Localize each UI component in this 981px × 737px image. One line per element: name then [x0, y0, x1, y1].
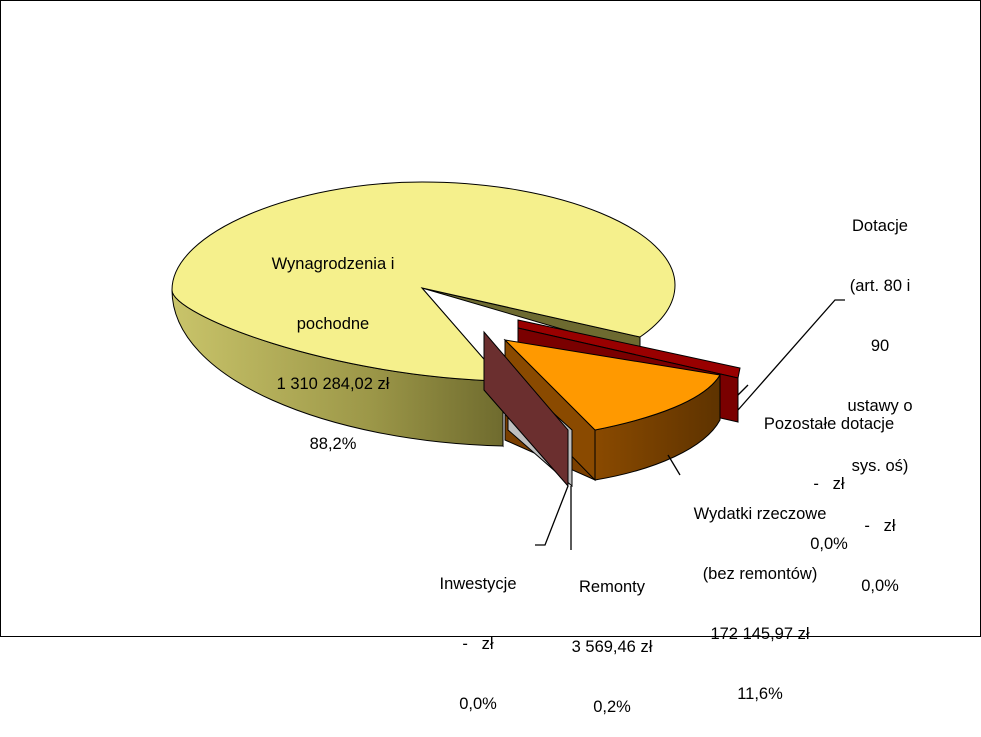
label-percent: 0,0%	[861, 577, 899, 595]
label-value: - zł	[462, 635, 494, 653]
leader-line-dotacje	[737, 299, 845, 411]
label-name-line: Pozostałe dotacje	[763, 415, 895, 433]
label-percent: 88,2%	[309, 435, 357, 453]
slice-wynagrodzenia	[171, 181, 676, 448]
label-percent: 0,2%	[593, 698, 631, 716]
leader-line-wydatki	[667, 454, 681, 476]
label-percent: 0,0%	[459, 695, 497, 713]
label-name-line: pochodne	[296, 315, 370, 333]
pie-chart	[171, 181, 845, 550]
label-value: 172 145,97 zł	[710, 625, 810, 643]
data-label-pozostale-dotacje: Pozostałe dotacje - zł 0,0%	[764, 374, 894, 574]
label-name-line: (bez remontów)	[702, 565, 818, 583]
label-name-line: Wynagrodzenia i	[271, 255, 395, 273]
label-name-line: (art. 80 i	[849, 277, 911, 295]
label-name-line: sys. oś)	[851, 457, 909, 475]
leader-line-pozostale	[737, 384, 749, 396]
label-percent: 11,6%	[737, 685, 783, 703]
slice-wydatki-top	[503, 339, 721, 431]
label-value: - zł	[813, 475, 845, 493]
data-label-wynagrodzenia: Wynagrodzenia i pochodne 1 310 284,02 zł…	[272, 214, 395, 474]
label-name-line: Remonty	[578, 578, 646, 596]
slice-wynagrodzenia-top	[171, 181, 676, 382]
label-value: 1 310 284,02 zł	[276, 375, 390, 393]
data-label-remonty: Remonty 3 569,46 zł 0,2%	[572, 537, 653, 737]
label-value: 3 569,46 zł	[571, 638, 653, 656]
label-name-line: ustawy o	[847, 397, 913, 415]
data-label-inwestycje: Inwestycje - zł 0,0%	[439, 534, 516, 734]
data-label-wydatki-rzeczowe: Wydatki rzeczowe (bez remontów) 172 145,…	[694, 464, 827, 724]
chart-area	[0, 0, 981, 637]
data-label-dotacje: Dotacje (art. 80 i 90 ustawy o sys. oś) …	[847, 176, 912, 616]
label-percent: 0,0%	[810, 535, 848, 553]
label-name-line: 90	[870, 337, 890, 355]
label-name-line: Dotacje	[852, 217, 908, 235]
label-value: - zł	[864, 517, 896, 535]
label-name-line: Inwestycje	[439, 575, 517, 593]
leader-line-inwestycje	[535, 485, 569, 546]
label-name-line: Wydatki rzeczowe	[693, 505, 827, 523]
